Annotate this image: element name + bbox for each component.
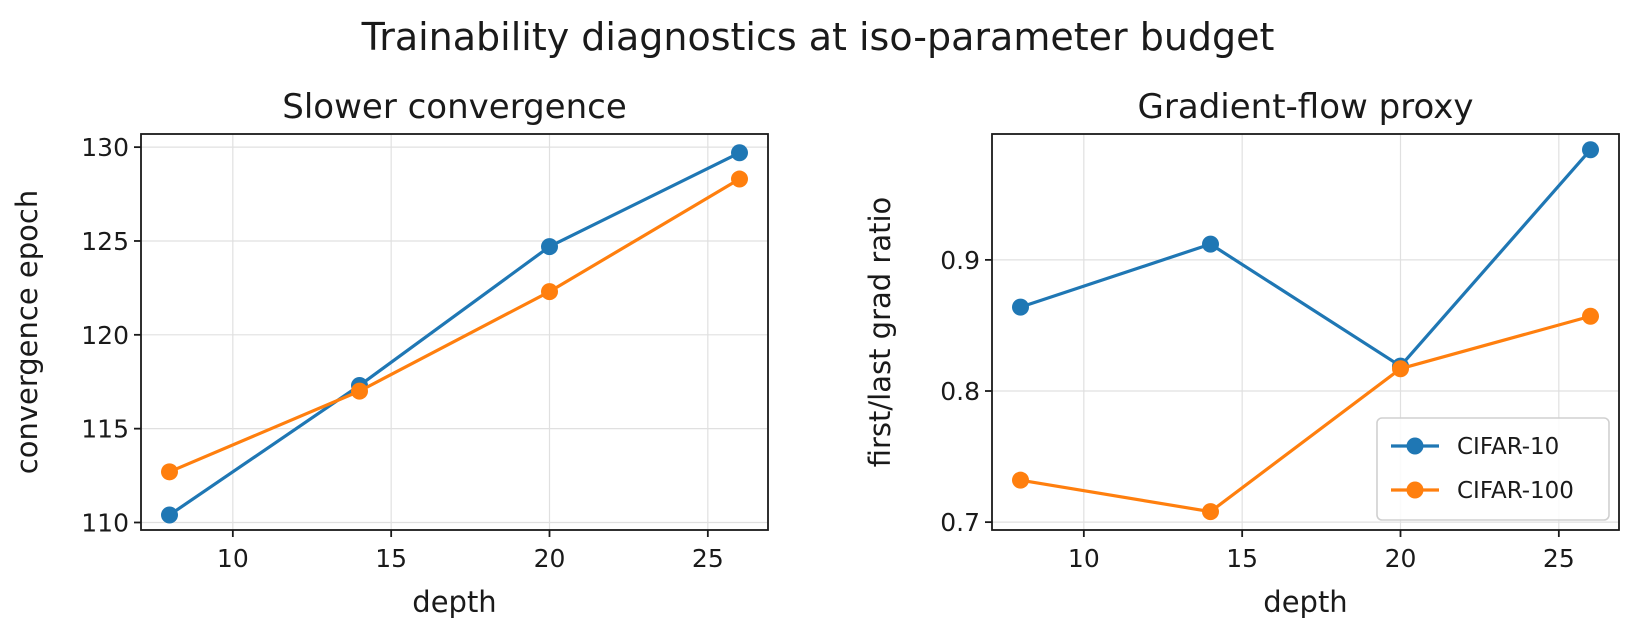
data-point-cifar-10 — [1012, 298, 1029, 316]
x-ticks: 10 15 20 25 — [217, 530, 724, 573]
data-point-cifar-100 — [731, 170, 748, 188]
y-axis-label: convergence epoch — [10, 190, 44, 474]
data-point-cifar-100 — [1012, 471, 1029, 489]
axes-frame — [991, 133, 1620, 531]
legend-label: CIFAR-10 — [1457, 434, 1559, 460]
y-axis-label: first/last grad ratio — [863, 197, 897, 468]
data-point-cifar-100 — [161, 463, 178, 481]
x-tick-label: 15 — [1226, 544, 1258, 573]
y-tick-label: 115 — [81, 415, 129, 444]
series-layer — [1012, 141, 1599, 521]
y-tick-label: 130 — [81, 133, 129, 162]
series-line-cifar-100 — [1020, 314, 1591, 514]
y-ticks: 0.7 0.8 0.9 — [940, 246, 992, 537]
chart-title: Gradient-flow proxy — [1138, 87, 1474, 127]
y-tick-label: 0.8 — [940, 377, 980, 406]
x-ticks: 10 15 20 25 — [1068, 530, 1575, 573]
data-point-cifar-100 — [541, 283, 558, 301]
panel-convergence: 10 15 20 25 110 115 120 125 130 Slower converge… — [10, 87, 769, 619]
data-point-cifar-100 — [1392, 360, 1409, 378]
x-tick-label: 10 — [1068, 544, 1100, 573]
data-point-cifar-10 — [731, 144, 748, 162]
x-tick-label: 15 — [375, 544, 407, 573]
legend-marker — [1406, 481, 1424, 499]
legend: CIFAR-10 CIFAR-100 — [1376, 417, 1610, 521]
legend-label: CIFAR-100 — [1457, 478, 1574, 504]
legend-box — [1376, 417, 1610, 521]
axes-frame — [140, 133, 769, 531]
x-axis-label: depth — [412, 585, 496, 619]
grid-lines — [141, 134, 768, 530]
figure-title: Trainability diagnostics at iso-paramete… — [361, 15, 1275, 59]
y-tick-label: 0.7 — [940, 508, 980, 537]
data-point-cifar-100 — [1202, 503, 1219, 521]
x-tick-label: 10 — [217, 544, 249, 573]
chart-title: Slower convergence — [282, 87, 626, 127]
x-tick-label: 25 — [1543, 544, 1575, 573]
series-line-cifar-10 — [168, 151, 741, 517]
data-point-cifar-100 — [351, 382, 368, 400]
data-point-cifar-10 — [541, 238, 558, 256]
x-axis-label: depth — [1263, 585, 1347, 619]
y-tick-label: 0.9 — [940, 246, 980, 275]
x-tick-label: 20 — [1385, 544, 1417, 573]
data-point-cifar-10 — [1202, 235, 1219, 253]
y-tick-label: 120 — [81, 321, 129, 350]
y-ticks: 110 115 120 125 130 — [81, 133, 141, 537]
data-point-cifar-100 — [1582, 307, 1599, 325]
series-line-cifar-100 — [168, 177, 741, 474]
data-point-cifar-10 — [161, 506, 178, 524]
y-tick-label: 110 — [81, 508, 129, 537]
series-line-cifar-10 — [1019, 148, 1592, 368]
legend-marker — [1406, 437, 1424, 455]
x-tick-label: 20 — [534, 544, 566, 573]
panel-gradient-flow: 10 15 20 25 0.7 0.8 0.9 Gradient-flow proxy d… — [863, 87, 1620, 619]
data-point-cifar-10 — [1582, 141, 1599, 159]
x-tick-label: 25 — [692, 544, 724, 573]
y-tick-label: 125 — [81, 227, 129, 256]
series-layer — [161, 144, 748, 524]
